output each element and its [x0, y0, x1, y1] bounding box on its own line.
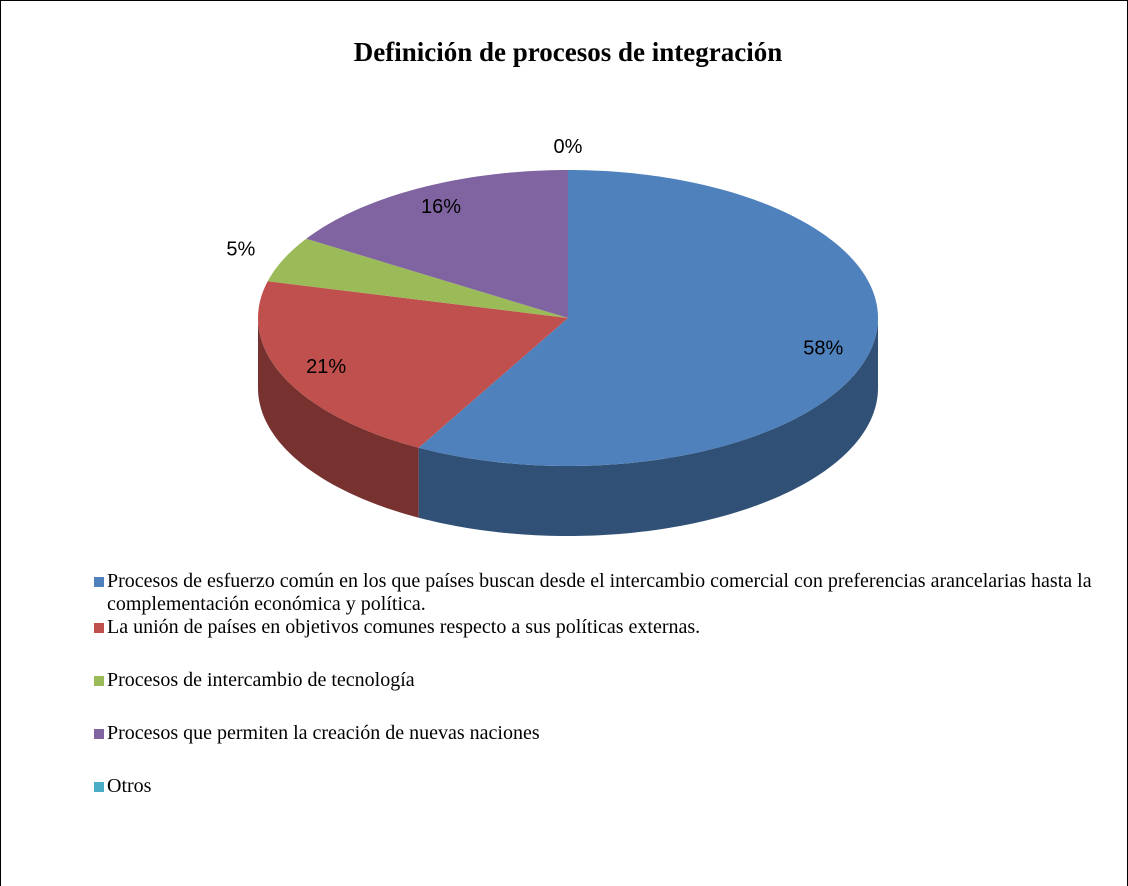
legend-swatch [94, 782, 104, 792]
slice [258, 281, 568, 448]
legend-label: Otros [107, 775, 152, 797]
legend-item: Procesos de intercambio de tecnología [94, 669, 1094, 692]
chart-title: Definición de procesos de integración [354, 37, 782, 67]
legend-label: Procesos de intercambio de tecnología [107, 669, 415, 691]
legend-label: La unión de países en objetivos comunes … [107, 616, 701, 638]
legend-swatch [94, 623, 104, 633]
data-label: 21% [306, 356, 346, 378]
slice [306, 170, 568, 318]
legend-label: Procesos que permiten la creación de nue… [107, 722, 540, 744]
legend: Procesos de esfuerzo común en los que pa… [94, 570, 1094, 828]
legend-swatch [94, 577, 104, 587]
slice-side [258, 318, 419, 518]
legend-item: Procesos de esfuerzo común en los que pa… [94, 570, 1094, 616]
legend-label: Procesos de esfuerzo común en los que pa… [107, 570, 1092, 615]
data-label: 5% [226, 239, 255, 261]
legend-item: Otros [94, 775, 1094, 798]
legend-item: La unión de países en objetivos comunes … [94, 616, 1094, 639]
legend-item: Procesos que permiten la creación de nue… [94, 722, 1094, 745]
slice [267, 238, 568, 318]
data-label: 58% [803, 338, 843, 360]
legend-swatch [94, 729, 104, 739]
data-label: 0% [554, 136, 583, 158]
data-label: 16% [421, 196, 461, 218]
slice-side [418, 318, 878, 536]
legend-swatch [94, 676, 104, 686]
slice [418, 170, 878, 466]
